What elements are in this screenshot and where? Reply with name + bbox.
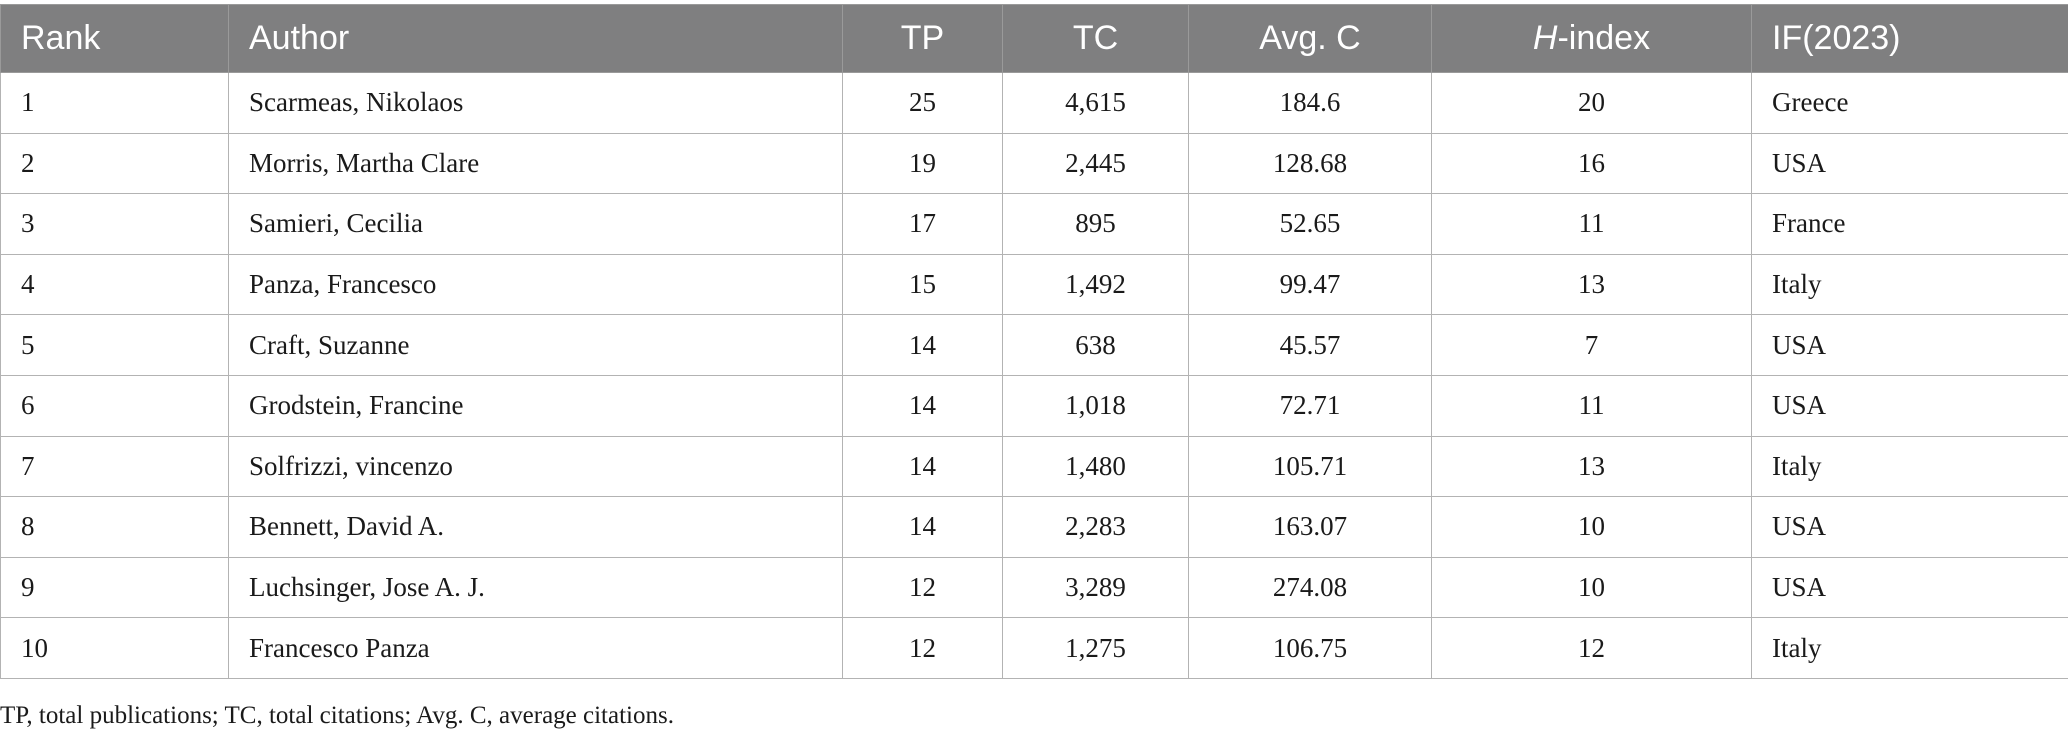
header-avg-c: Avg. C	[1188, 4, 1432, 73]
header-tc: TC	[1002, 4, 1189, 73]
cell-if-2023: USA	[1751, 314, 2068, 376]
table-row: 9 Luchsinger, Jose A. J. 12 3,289 274.08 10 US…	[0, 556, 2068, 619]
cell-tc: 1,492	[1002, 253, 1189, 316]
cell-tc: 895	[1002, 193, 1189, 255]
cell-avg-c: 274.08	[1188, 556, 1432, 619]
cell-rank: 1	[0, 72, 229, 134]
cell-avg-c: 106.75	[1188, 617, 1432, 679]
cell-tc: 638	[1002, 314, 1189, 376]
cell-tp: 17	[842, 193, 1003, 255]
cell-h-index: 13	[1431, 435, 1752, 498]
cell-h-index: 11	[1431, 374, 1752, 437]
header-author: Author	[228, 4, 843, 73]
cell-if-2023: Greece	[1751, 72, 2068, 134]
cell-h-index: 11	[1431, 193, 1752, 255]
cell-rank: 10	[0, 617, 229, 679]
cell-avg-c: 184.6	[1188, 72, 1432, 134]
cell-tc: 3,289	[1002, 556, 1189, 619]
cell-tc: 2,283	[1002, 496, 1189, 558]
table-row: 7 Solfrizzi, vincenzo 14 1,480 105.71 13 Italy	[0, 435, 2068, 498]
top-authors-table: Rank Author TP TC Avg. C H-index IF(2023…	[0, 4, 2068, 679]
cell-h-index: 10	[1431, 496, 1752, 558]
header-h-index-suffix: -index	[1557, 19, 1651, 57]
cell-author: Panza, Francesco	[228, 253, 843, 316]
cell-author: Morris, Martha Clare	[228, 132, 843, 195]
cell-h-index: 20	[1431, 72, 1752, 134]
cell-rank: 8	[0, 496, 229, 558]
cell-author: Solfrizzi, vincenzo	[228, 435, 843, 498]
cell-rank: 7	[0, 435, 229, 498]
cell-avg-c: 52.65	[1188, 193, 1432, 255]
cell-h-index: 12	[1431, 617, 1752, 679]
cell-tp: 12	[842, 617, 1003, 679]
cell-rank: 9	[0, 556, 229, 619]
cell-avg-c: 99.47	[1188, 253, 1432, 316]
header-row: Rank Author TP TC Avg. C H-index IF(2023…	[0, 4, 2068, 73]
cell-avg-c: 45.57	[1188, 314, 1432, 376]
table-row: 1 Scarmeas, Nikolaos 25 4,615 184.6 20 Greece	[0, 72, 2068, 134]
table-row: 10 Francesco Panza 12 1,275 106.75 12 Italy	[0, 617, 2068, 679]
cell-tc: 2,445	[1002, 132, 1189, 195]
cell-author: Francesco Panza	[228, 617, 843, 679]
cell-tp: 15	[842, 253, 1003, 316]
table-row: 2 Morris, Martha Clare 19 2,445 128.68 16 USA	[0, 132, 2068, 195]
table-row: 3 Samieri, Cecilia 17 895 52.65 11 France	[0, 193, 2068, 255]
cell-h-index: 13	[1431, 253, 1752, 316]
cell-tp: 14	[842, 314, 1003, 376]
cell-author: Craft, Suzanne	[228, 314, 843, 376]
cell-tp: 12	[842, 556, 1003, 619]
table-header: Rank Author TP TC Avg. C H-index IF(2023…	[0, 4, 2068, 73]
cell-tc: 1,480	[1002, 435, 1189, 498]
cell-tc: 1,275	[1002, 617, 1189, 679]
cell-avg-c: 72.71	[1188, 374, 1432, 437]
cell-avg-c: 105.71	[1188, 435, 1432, 498]
cell-author: Grodstein, Francine	[228, 374, 843, 437]
cell-rank: 5	[0, 314, 229, 376]
cell-rank: 2	[0, 132, 229, 195]
cell-if-2023: Italy	[1751, 253, 2068, 316]
cell-author: Luchsinger, Jose A. J.	[228, 556, 843, 619]
cell-if-2023: Italy	[1751, 617, 2068, 679]
cell-author: Scarmeas, Nikolaos	[228, 72, 843, 134]
cell-if-2023: France	[1751, 193, 2068, 255]
table-row: 4 Panza, Francesco 15 1,492 99.47 13 Italy	[0, 253, 2068, 316]
cell-if-2023: USA	[1751, 556, 2068, 619]
table-footnote: TP, total publications; TC, total citati…	[0, 702, 674, 729]
table-row: 6 Grodstein, Francine 14 1,018 72.71 11 USA	[0, 374, 2068, 437]
cell-h-index: 16	[1431, 132, 1752, 195]
cell-if-2023: USA	[1751, 132, 2068, 195]
cell-tp: 14	[842, 435, 1003, 498]
header-h-index: H-index	[1431, 4, 1752, 73]
header-if-2023: IF(2023)	[1751, 4, 2068, 73]
cell-rank: 3	[0, 193, 229, 255]
table-row: 8 Bennett, David A. 14 2,283 163.07 10 USA	[0, 496, 2068, 558]
header-tp: TP	[842, 4, 1003, 73]
cell-tc: 1,018	[1002, 374, 1189, 437]
table-row: 5 Craft, Suzanne 14 638 45.57 7 USA	[0, 314, 2068, 376]
cell-tp: 25	[842, 72, 1003, 134]
cell-h-index: 10	[1431, 556, 1752, 619]
cell-if-2023: USA	[1751, 496, 2068, 558]
header-h-index-h: H	[1532, 19, 1558, 57]
cell-rank: 6	[0, 374, 229, 437]
header-rank: Rank	[0, 4, 229, 73]
author-table-container: Rank Author TP TC Avg. C H-index IF(2023…	[0, 4, 2068, 679]
cell-author: Samieri, Cecilia	[228, 193, 843, 255]
cell-tp: 14	[842, 496, 1003, 558]
cell-h-index: 7	[1431, 314, 1752, 376]
cell-rank: 4	[0, 253, 229, 316]
table-body: 1 Scarmeas, Nikolaos 25 4,615 184.6 20 Greece 2…	[0, 72, 2068, 679]
cell-if-2023: USA	[1751, 374, 2068, 437]
cell-tc: 4,615	[1002, 72, 1189, 134]
cell-tp: 14	[842, 374, 1003, 437]
cell-avg-c: 163.07	[1188, 496, 1432, 558]
cell-avg-c: 128.68	[1188, 132, 1432, 195]
cell-tp: 19	[842, 132, 1003, 195]
cell-if-2023: Italy	[1751, 435, 2068, 498]
cell-author: Bennett, David A.	[228, 496, 843, 558]
